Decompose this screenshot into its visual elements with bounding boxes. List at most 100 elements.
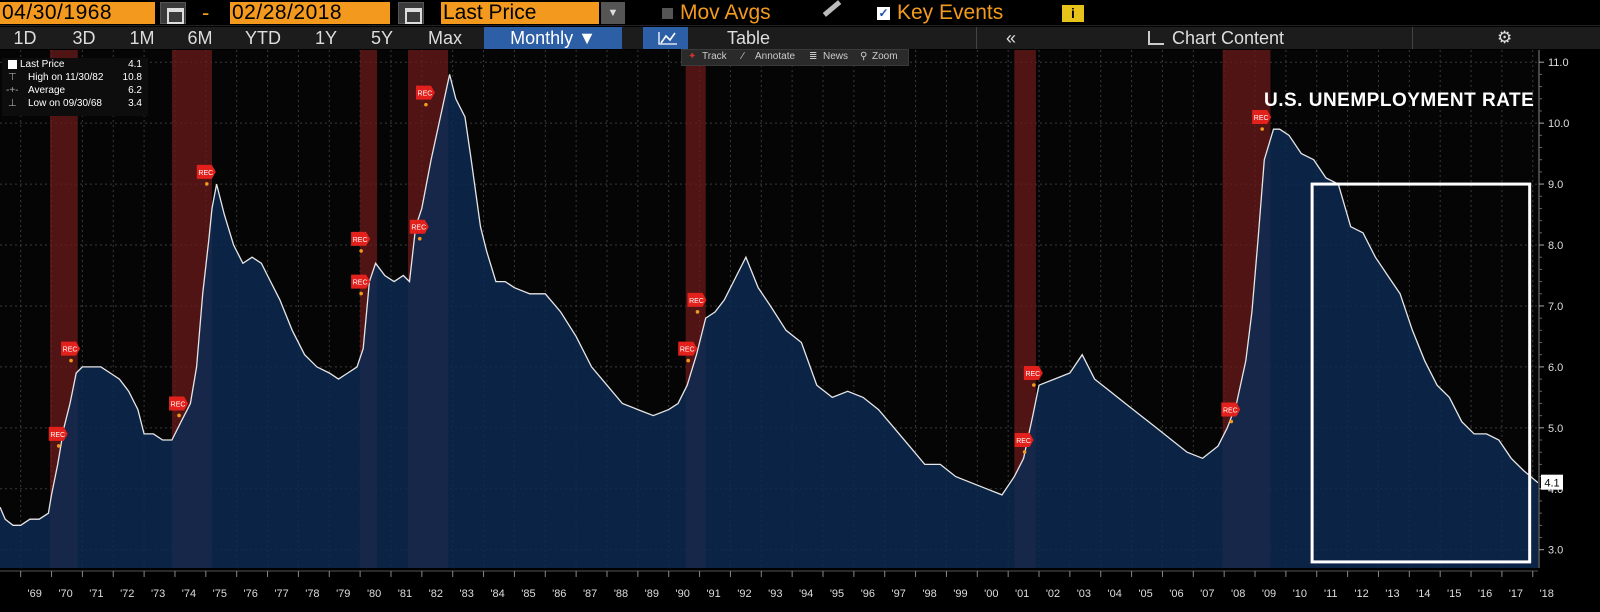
timeframe-1y[interactable]: 1Y bbox=[314, 28, 338, 48]
rec-marker-dot bbox=[359, 291, 363, 296]
x-tick-label: '77 bbox=[274, 588, 288, 600]
rec-event-marker: REC bbox=[687, 292, 707, 314]
chart-content-button[interactable]: Chart Content bbox=[1172, 28, 1285, 48]
rec-marker-label: REC bbox=[1025, 371, 1040, 378]
x-tick-label: '82 bbox=[429, 588, 443, 600]
annotate-button[interactable]: Annotate bbox=[755, 51, 796, 62]
rec-marker-dot bbox=[1032, 383, 1036, 387]
x-tick-label: '80 bbox=[367, 588, 381, 600]
legend-high-value: 10.8 bbox=[122, 72, 142, 83]
price-field-select[interactable]: Last Price bbox=[441, 2, 599, 24]
timeframe-6m[interactable]: 6M bbox=[187, 28, 213, 48]
timeframe-max[interactable]: Max bbox=[427, 28, 462, 48]
x-tick-label: '96 bbox=[861, 588, 875, 600]
y-tick-label: 3.0 bbox=[1548, 545, 1563, 557]
period-selector[interactable]: Monthly ▼ bbox=[484, 27, 622, 49]
x-tick-label: '09 bbox=[1262, 588, 1276, 600]
x-tick-label: '15 bbox=[1447, 588, 1461, 600]
legend-high-label: High on 11/30/82 bbox=[28, 72, 104, 83]
rec-marker-label: REC bbox=[353, 280, 368, 287]
rec-event-marker: REC bbox=[1014, 433, 1034, 454]
legend-last-price-label: Last Price bbox=[20, 59, 65, 70]
x-tick-label: '16 bbox=[1478, 588, 1492, 600]
chart-title: U.S. UNEMPLOYMENT RATE bbox=[1264, 90, 1535, 111]
x-tick-label: '94 bbox=[799, 588, 813, 600]
y-tick-label: 6.0 bbox=[1548, 362, 1563, 374]
gear-icon[interactable]: ⚙ bbox=[1497, 28, 1513, 47]
timeframe-1d[interactable]: 1D bbox=[13, 28, 37, 48]
track-button[interactable]: Track bbox=[702, 51, 727, 62]
end-date-input[interactable]: 02/28/2018 bbox=[230, 2, 390, 24]
x-tick-label: '01 bbox=[1015, 588, 1029, 600]
x-tick-label: '18 bbox=[1540, 588, 1554, 600]
x-tick-label: '83 bbox=[460, 588, 474, 600]
x-tick-label: '72 bbox=[120, 588, 134, 600]
start-date-input[interactable]: 04/30/1968 bbox=[0, 2, 155, 24]
series-line bbox=[0, 74, 1539, 526]
timeframe-3d[interactable]: 3D bbox=[72, 28, 96, 48]
rec-marker-shape bbox=[1221, 402, 1241, 417]
x-tick-label: '71 bbox=[89, 588, 103, 600]
rec-marker-label: REC bbox=[198, 170, 213, 177]
rec-marker-dot bbox=[1260, 127, 1264, 131]
rec-marker-dot bbox=[424, 102, 428, 107]
chart-mini-toolbar: ✦ Track ∕ Annotate ≣ News ⚲ Zoom bbox=[681, 49, 909, 66]
timeframe-ytd[interactable]: YTD bbox=[245, 28, 281, 48]
x-tick-label: '85 bbox=[521, 588, 535, 600]
mov-avgs-checkbox[interactable] bbox=[662, 8, 673, 19]
x-tick-label: '04 bbox=[1108, 588, 1122, 600]
rec-marker-dot bbox=[417, 236, 422, 241]
x-tick-label: '93 bbox=[768, 588, 782, 600]
timeframe-1m[interactable]: 1M bbox=[129, 28, 155, 48]
rec-marker-label: REC bbox=[63, 347, 78, 354]
track-icon[interactable]: ✦ bbox=[688, 51, 697, 62]
y-tick-label: 10.0 bbox=[1548, 118, 1569, 130]
x-tick-label: '92 bbox=[737, 588, 751, 600]
collapse-icon[interactable]: « bbox=[1006, 28, 1017, 48]
rec-marker-dot bbox=[205, 182, 209, 186]
rec-event-marker: REC bbox=[1023, 365, 1043, 387]
x-tick-label: '13 bbox=[1385, 588, 1399, 600]
rec-marker-label: REC bbox=[689, 298, 704, 305]
key-events-label[interactable]: Key Events bbox=[897, 1, 1004, 24]
zoom-button[interactable]: Zoom bbox=[872, 51, 898, 62]
low-marker-icon: ⊥ bbox=[8, 98, 17, 109]
x-tick-label: '84 bbox=[490, 588, 504, 600]
start-calendar-icon[interactable] bbox=[160, 2, 186, 24]
chevron-down-icon[interactable]: ▼ bbox=[601, 2, 625, 24]
legend-average-value: 6.2 bbox=[128, 85, 142, 96]
rec-marker-dot bbox=[69, 358, 73, 363]
news-icon[interactable]: ≣ bbox=[809, 51, 818, 62]
rec-event-marker: REC bbox=[678, 341, 698, 363]
zoom-icon[interactable]: ⚲ bbox=[860, 51, 868, 62]
key-events-checkbox[interactable]: ✓ bbox=[877, 6, 890, 20]
x-tick-label: '79 bbox=[336, 588, 350, 600]
annotate-icon[interactable]: ∕ bbox=[742, 51, 744, 62]
x-tick-label: '74 bbox=[182, 588, 196, 600]
rec-marker-label: REC bbox=[1223, 408, 1238, 415]
legend-last-price-value: 4.1 bbox=[128, 59, 142, 70]
rec-marker-shape bbox=[415, 85, 435, 100]
line-chart-icon[interactable] bbox=[643, 27, 688, 49]
mov-avgs-label[interactable]: Mov Avgs bbox=[680, 1, 771, 24]
x-tick-label: '05 bbox=[1138, 588, 1152, 600]
rec-marker-dot bbox=[177, 413, 181, 418]
rec-event-marker: REC bbox=[1252, 110, 1272, 131]
line-chart-glyph bbox=[658, 32, 677, 45]
timeframe-5y[interactable]: 5Y bbox=[370, 28, 394, 48]
rec-marker-dot bbox=[686, 358, 691, 363]
y-tick-label: 8.0 bbox=[1548, 240, 1563, 252]
table-button[interactable]: Table bbox=[727, 28, 771, 48]
legend-low-label: Low on 09/30/68 bbox=[28, 98, 102, 109]
divider bbox=[976, 27, 977, 49]
x-tick-label: '06 bbox=[1169, 588, 1183, 600]
end-calendar-icon[interactable] bbox=[398, 2, 424, 24]
x-tick-label: '98 bbox=[922, 588, 936, 600]
y-axis: 3.04.05.06.07.08.09.010.011.04.1 bbox=[1538, 50, 1600, 568]
news-button[interactable]: News bbox=[823, 51, 849, 62]
chart-content-icon[interactable] bbox=[1148, 31, 1164, 45]
info-icon[interactable]: i bbox=[1062, 5, 1084, 22]
top-toolbar: 04/30/1968 - 02/28/2018 Last Price ▼ Mov… bbox=[0, 0, 1600, 26]
x-tick-label: '99 bbox=[953, 588, 967, 600]
rec-event-marker: REC bbox=[48, 426, 68, 448]
